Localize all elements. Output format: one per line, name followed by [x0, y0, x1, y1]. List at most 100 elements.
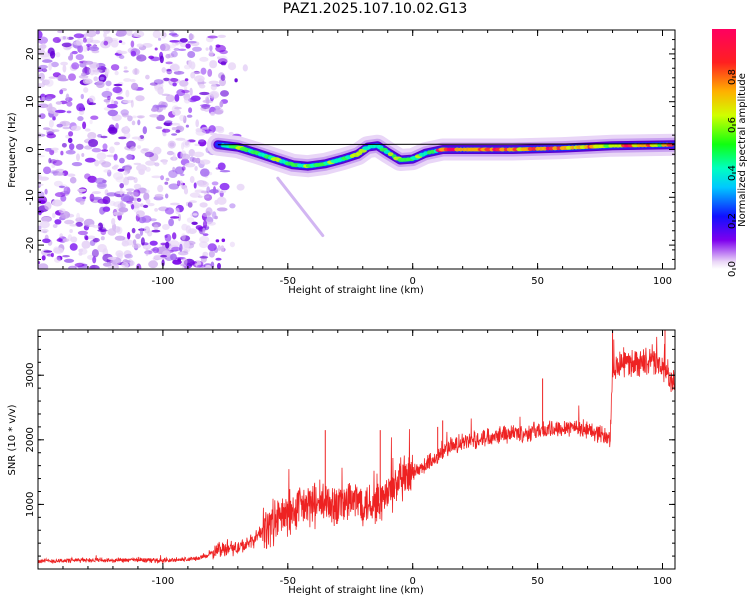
noise-blob	[165, 193, 169, 199]
noise-blob	[203, 105, 210, 112]
noise-blob	[228, 131, 234, 136]
noise-blob	[101, 90, 113, 98]
noise-blob	[41, 68, 48, 73]
noise-blob	[220, 245, 225, 253]
noise-blob	[76, 103, 85, 112]
noise-blob	[92, 191, 101, 195]
noise-blob	[162, 132, 167, 137]
noise-blob	[145, 74, 150, 80]
noise-blob	[178, 251, 189, 256]
noise-blob	[217, 190, 227, 194]
noise-blob	[189, 176, 195, 183]
noise-blob	[71, 62, 80, 70]
noise-blob	[195, 119, 199, 128]
noise-blob	[214, 215, 218, 220]
noise-blob	[195, 129, 206, 136]
noise-blob	[75, 221, 83, 227]
noise-blob	[172, 109, 181, 116]
noise-blob	[145, 198, 151, 205]
noise-blob	[114, 235, 126, 241]
noise-blob	[191, 221, 198, 225]
noise-blob	[41, 96, 45, 102]
noise-blob	[38, 225, 42, 231]
colorbar-ticks: 0.0 0.2 0.4 0.6 0.8	[727, 69, 738, 277]
noise-blob	[109, 146, 115, 154]
noise-blob	[123, 66, 128, 70]
noise-blob	[217, 126, 225, 134]
noise-blob	[66, 101, 73, 107]
noise-blob	[187, 51, 196, 58]
noise-blob	[51, 147, 59, 151]
noise-blob	[157, 104, 167, 108]
y-tick-label: 2000	[25, 427, 36, 452]
noise-blob	[113, 172, 124, 180]
noise-blob	[149, 114, 160, 118]
snr-series	[38, 330, 675, 564]
noise-blob	[69, 266, 76, 269]
noise-blob	[142, 126, 147, 135]
noise-blob	[83, 87, 89, 93]
noise-blob	[59, 233, 63, 239]
noise-blob	[38, 44, 47, 49]
noise-blob	[65, 149, 76, 155]
noise-blob	[89, 264, 100, 269]
noise-blob	[99, 76, 105, 81]
noise-blob	[69, 176, 77, 184]
noise-blob	[135, 95, 145, 102]
noise-blob	[185, 124, 189, 128]
noise-blob	[107, 169, 112, 177]
noise-blob	[125, 188, 135, 192]
noise-blob	[149, 82, 158, 86]
noise-blob	[70, 236, 78, 243]
noise-blob	[169, 30, 175, 33]
noise-blob	[133, 200, 137, 206]
noise-blob	[165, 177, 170, 181]
x-tick-label: -100	[152, 576, 175, 587]
noise-blob	[194, 75, 205, 83]
noise-blob	[139, 227, 144, 236]
ridge-core	[458, 147, 463, 152]
noise-blob	[216, 207, 228, 212]
noise-blob	[181, 89, 190, 94]
noise-blob	[161, 128, 171, 133]
noise-blob	[114, 70, 119, 76]
noise-blob	[124, 164, 133, 171]
noise-blob	[116, 30, 127, 37]
noise-blob	[138, 216, 147, 224]
noise-blob	[144, 151, 154, 158]
noise-blob	[39, 220, 50, 229]
noise-blob	[157, 184, 164, 193]
noise-blob	[217, 162, 226, 171]
noise-blob	[179, 153, 191, 160]
noise-blobs	[38, 30, 248, 269]
x-tick-label: 0	[410, 276, 416, 287]
noise-blob	[179, 80, 189, 87]
noise-blob	[110, 64, 120, 71]
noise-blob	[188, 107, 193, 114]
colorbar-gradient	[712, 29, 736, 269]
noise-blob	[217, 262, 221, 269]
noise-blob	[165, 53, 171, 59]
noise-blob	[90, 39, 101, 44]
noise-blob	[209, 189, 219, 194]
noise-blob	[138, 116, 143, 119]
noise-blob	[130, 40, 135, 48]
noise-blob	[118, 40, 123, 43]
noise-blob	[103, 40, 109, 46]
noise-blob	[209, 60, 218, 69]
noise-blob	[200, 67, 207, 75]
noise-blob	[80, 93, 85, 100]
x-tick-label: -50	[280, 276, 296, 287]
noise-blob	[91, 249, 99, 258]
noise-blob	[171, 63, 176, 70]
noise-blob	[214, 199, 219, 205]
noise-blob	[215, 257, 222, 261]
noise-blob	[136, 54, 147, 62]
noise-blob	[38, 83, 46, 88]
noise-blob	[101, 161, 112, 168]
noise-blob	[93, 76, 98, 82]
noise-blob	[45, 79, 54, 87]
noise-blob	[161, 67, 167, 73]
noise-blob	[133, 162, 142, 166]
